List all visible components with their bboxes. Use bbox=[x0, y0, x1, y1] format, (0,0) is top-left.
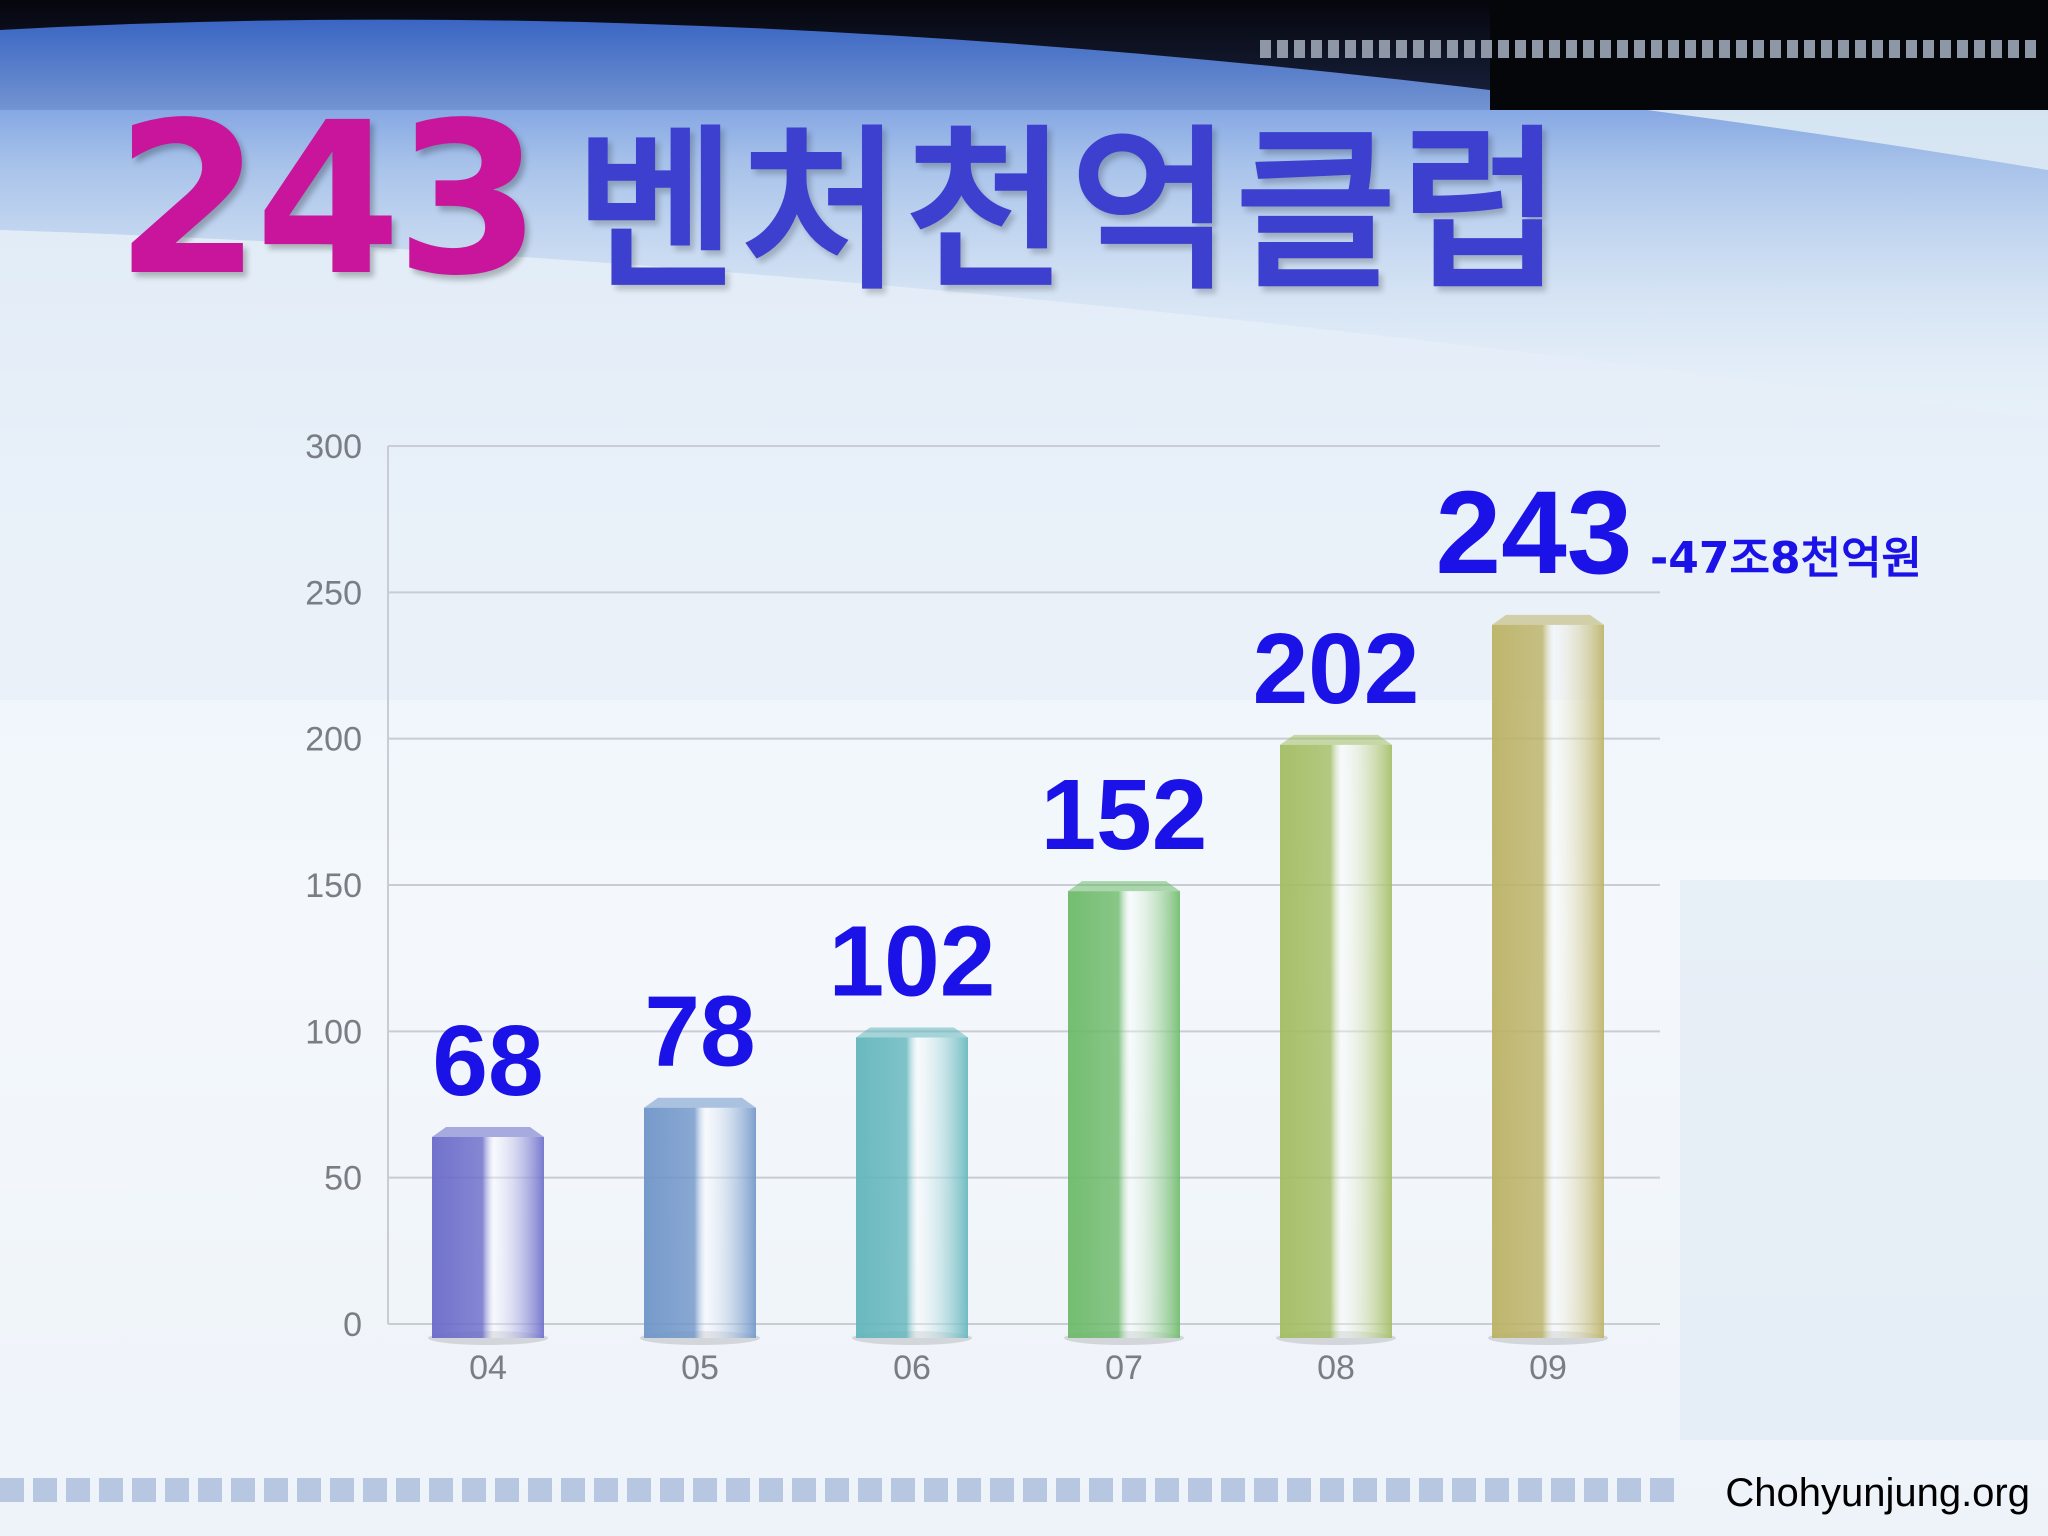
y-tick-label: 0 bbox=[343, 1306, 362, 1344]
y-tick-label: 150 bbox=[305, 867, 362, 905]
x-tick-label: 09 bbox=[1529, 1349, 1567, 1387]
bar-top bbox=[1492, 614, 1604, 625]
bar bbox=[1068, 891, 1180, 1338]
data-label: 102 bbox=[829, 905, 996, 1017]
bar-top bbox=[1068, 881, 1180, 892]
y-tick-label: 200 bbox=[305, 721, 362, 759]
data-label: 243 bbox=[1436, 467, 1633, 599]
y-tick-label: 250 bbox=[305, 574, 362, 612]
data-label: 68 bbox=[432, 1005, 543, 1117]
bar-top bbox=[856, 1027, 968, 1038]
bar bbox=[1280, 744, 1392, 1338]
x-tick-label: 07 bbox=[1105, 1349, 1143, 1387]
y-tick-label: 50 bbox=[324, 1160, 362, 1198]
slide-title: 243 벤처천억클럽 bbox=[115, 95, 1565, 305]
title-text: 벤처천억클럽 bbox=[575, 111, 1566, 314]
x-tick-label: 05 bbox=[681, 1349, 719, 1387]
watermark: Chohyunjung.org bbox=[1725, 1471, 2030, 1515]
data-label: 78 bbox=[644, 976, 755, 1088]
bar-top bbox=[432, 1126, 544, 1137]
bar bbox=[856, 1037, 968, 1338]
bar-top bbox=[1280, 734, 1392, 745]
title-number: 243 bbox=[115, 77, 541, 322]
x-tick-label: 04 bbox=[469, 1349, 507, 1387]
data-label-annotation: -47조8천억원 bbox=[1650, 533, 1922, 584]
y-tick-label: 300 bbox=[305, 428, 362, 466]
y-tick-label: 100 bbox=[305, 1013, 362, 1051]
data-label: 202 bbox=[1253, 613, 1420, 725]
x-tick-label: 06 bbox=[893, 1349, 931, 1387]
bar-top bbox=[644, 1097, 756, 1108]
bar bbox=[1492, 624, 1604, 1338]
x-tick-label: 08 bbox=[1317, 1349, 1355, 1387]
bar bbox=[644, 1107, 756, 1338]
data-label: 152 bbox=[1041, 759, 1208, 871]
bar bbox=[432, 1136, 544, 1338]
